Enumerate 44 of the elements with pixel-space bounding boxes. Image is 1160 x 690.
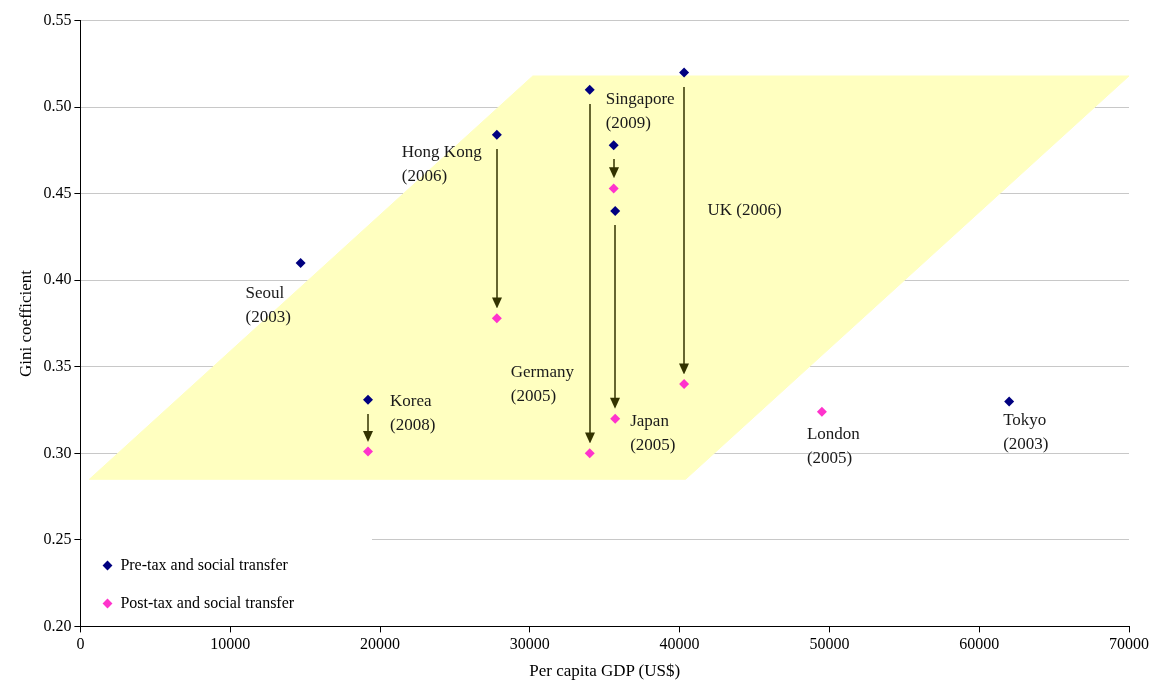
x-tick-label: 40000: [659, 635, 700, 653]
point: [610, 205, 621, 216]
x-axis-title: Per capita GDP (US$): [529, 661, 681, 681]
annotation: Germany (2005): [510, 362, 575, 406]
y-tick-label: 0.55: [43, 10, 72, 28]
y-tick-label: 0.30: [43, 443, 72, 461]
y-tick-label: 0.25: [43, 530, 72, 548]
point: [608, 140, 619, 151]
point: [584, 448, 595, 459]
x-tick-label: 20000: [360, 635, 400, 653]
annotation: UK (2006): [707, 200, 782, 220]
point: [491, 129, 502, 140]
annotation: Hong Kong (2006): [401, 141, 483, 185]
annotation: London (2005): [806, 423, 861, 467]
x-tick-label: 70000: [1109, 635, 1149, 653]
point: [679, 379, 690, 390]
y-axis-title: Gini coefficient: [15, 269, 35, 377]
point: [295, 257, 306, 268]
point: [1004, 396, 1015, 407]
y-tick-label: 0.45: [43, 183, 72, 201]
y-tick-label: 0.20: [43, 616, 72, 634]
legend-label: Post-tax and social transfer: [120, 594, 295, 613]
point: [363, 394, 374, 405]
point: [679, 67, 690, 78]
y-tick-label: 0.40: [43, 270, 72, 288]
point: [610, 413, 621, 424]
x-tick-label: 60000: [959, 635, 1000, 653]
point: [608, 183, 619, 194]
x-tick-label: 0: [76, 635, 85, 653]
y-tick-label: 0.35: [43, 356, 72, 374]
annotation: Tokyo (2003): [1003, 410, 1049, 454]
annotation: Seoul (2003): [245, 282, 291, 326]
annotation: Singapore (2009): [605, 89, 675, 133]
annotation: Korea (2008): [390, 390, 436, 434]
x-tick-label: 30000: [509, 635, 550, 653]
point: [584, 84, 595, 95]
point: [363, 446, 374, 457]
annotation: Japan (2005): [630, 410, 676, 454]
point: [491, 313, 502, 324]
legend-label: Pre-tax and social transfer: [120, 556, 288, 575]
x-tick-label: 50000: [809, 635, 850, 653]
x-tick-label: 10000: [210, 635, 251, 653]
point: [816, 406, 827, 417]
y-tick-label: 0.50: [43, 97, 72, 115]
